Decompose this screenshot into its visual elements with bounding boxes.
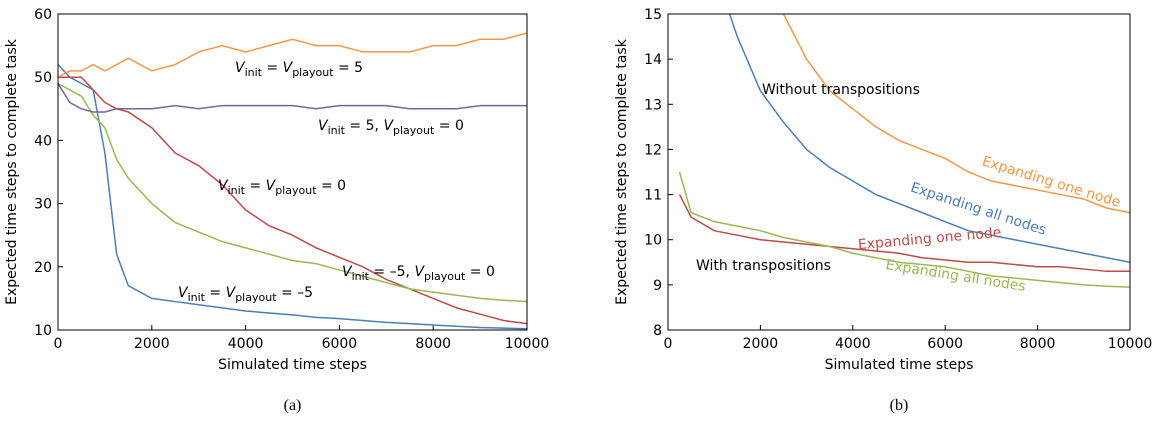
series-line [782,14,1130,214]
series-label: Expanding one node [980,153,1122,210]
y-tick-label: 20 [34,260,52,276]
annotation-part: V [266,178,277,194]
y-tick-label: 14 [644,52,662,68]
annotation-part: = –5, [369,264,414,280]
x-tick-label: 8000 [1020,336,1056,352]
series-line [678,194,1130,273]
annotation-part: = [205,285,226,301]
annotation-part: = 5 [334,60,364,76]
y-tick-label: 12 [644,142,662,158]
y-tick-label: 9 [653,278,662,294]
annotation-part: = 0 [465,264,495,280]
series-line [58,76,527,325]
annotation-part: V [235,60,246,76]
annotation-part: V [383,118,394,134]
annotation: Vinit = Vplayout = –5 [178,285,313,304]
x-tick-label: 6000 [322,336,358,352]
annotation-part: playout [393,124,435,137]
series-line [58,83,527,113]
annotation: With transpositions [696,258,831,274]
caption: (b) [890,397,909,414]
annotation-part: init [245,66,263,79]
y-axis-label: Expected time steps to complete task [4,38,20,305]
annotation: Vinit = 5, Vplayout = 0 [318,118,464,137]
annotation-part: V [318,118,329,134]
annotation-part: = 0 [317,178,347,194]
y-tick-label: 30 [34,197,52,213]
y-tick-label: 13 [644,97,662,113]
series-line [58,82,527,303]
y-tick-label: 40 [34,133,52,149]
x-tick-label: 4000 [228,336,264,352]
series-label: Expanding all nodes [884,257,1026,295]
annotation: Vinit = Vplayout = 0 [218,178,346,197]
annotation-part: = [245,178,266,194]
y-tick-label: 60 [34,7,52,23]
series-line [678,171,1130,288]
caption: (a) [284,397,302,414]
annotation-part: = 5, [345,118,383,134]
annotation-part: = –5 [277,285,314,301]
annotation-part: V [414,264,425,280]
x-tick-label: 10000 [1108,336,1153,352]
y-tick-label: 15 [644,7,662,23]
x-tick-label: 0 [54,336,63,352]
series-line [58,64,527,330]
annotation-part: = [262,60,283,76]
annotation-part: = 0 [434,118,464,134]
x-axis-label: Simulated time steps [825,357,974,373]
annotation: Without transpositions [762,82,920,98]
x-tick-label: 10000 [505,336,550,352]
annotation-part: playout [424,270,466,283]
annotation-part: init [352,270,370,283]
y-tick-label: 10 [644,233,662,249]
x-axis-label: Simulated time steps [218,357,367,373]
plot-frame [667,13,1131,331]
x-tick-label: 2000 [743,336,779,352]
x-tick-label: 8000 [415,336,451,352]
x-tick-label: 4000 [835,336,871,352]
annotation: Vinit = Vplayout = 5 [235,60,363,79]
annotation-part: init [228,184,246,197]
series-line [58,32,527,78]
plot-frame [57,13,528,331]
annotation-part: V [283,60,294,76]
y-tick-label: 50 [34,70,52,86]
annotation-part: init [188,291,206,304]
series-line [728,14,1130,264]
series-label: Expanding one node [857,225,1002,253]
y-axis-label: Expected time steps to complete task [614,38,630,305]
annotation-part: V [178,285,189,301]
x-tick-label: 2000 [134,336,170,352]
annotation-part: V [342,264,353,280]
y-tick-label: 10 [34,323,52,339]
annotation-part: playout [292,66,334,79]
x-tick-label: 6000 [927,336,963,352]
y-tick-label: 11 [644,188,662,204]
annotation: Vinit = –5, Vplayout = 0 [342,264,495,283]
y-tick-label: 8 [653,323,662,339]
annotation-part: playout [275,184,317,197]
annotation-part: playout [235,291,277,304]
annotation-part: init [328,124,346,137]
annotation-part: V [218,178,229,194]
annotation-part: V [226,285,237,301]
x-tick-label: 0 [664,336,673,352]
